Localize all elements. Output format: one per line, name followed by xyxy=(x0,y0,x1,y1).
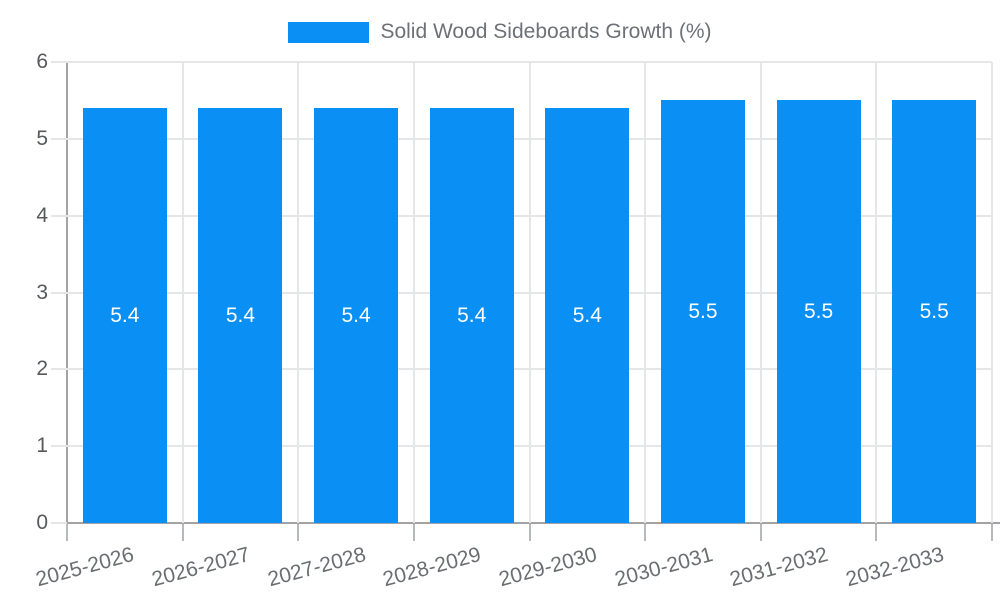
x-axis-tick xyxy=(875,524,878,541)
bar[interactable]: 5.4 xyxy=(545,108,630,523)
x-axis-tick xyxy=(528,524,531,541)
v-gridline xyxy=(644,62,647,523)
plot-area: 5.4 5.4 5.4 5.4 5.4 5.5 5.5 5.5 xyxy=(67,61,993,523)
bar-value-label: 5.4 xyxy=(341,303,371,327)
legend-label: Solid Wood Sideboards Growth (%) xyxy=(380,20,712,43)
v-gridline xyxy=(297,62,300,523)
x-axis-tick xyxy=(412,524,415,541)
y-axis-tick xyxy=(51,522,67,524)
x-axis-line xyxy=(66,522,1000,524)
x-axis-label: 2026-2027 xyxy=(149,543,253,592)
bar[interactable]: 5.4 xyxy=(429,108,514,523)
x-axis-tick xyxy=(759,524,762,541)
y-axis-tick xyxy=(51,137,67,140)
y-axis-label: 5 xyxy=(36,126,48,150)
y-axis-tick xyxy=(51,445,67,448)
x-axis-tick xyxy=(644,524,647,541)
x-axis-label: 2030-2031 xyxy=(611,543,715,592)
y-axis-label: 2 xyxy=(36,357,48,381)
y-axis-label: 3 xyxy=(36,280,48,304)
x-axis-tick xyxy=(991,524,993,541)
legend-item[interactable]: Solid Wood Sideboards Growth (%) xyxy=(288,20,712,44)
x-axis-label: 2028-2029 xyxy=(380,543,484,592)
v-gridline xyxy=(528,62,531,523)
y-axis-label: 1 xyxy=(36,434,48,458)
x-axis-label: 2031-2032 xyxy=(727,543,831,592)
bar-value-label: 5.5 xyxy=(688,299,718,323)
y-axis-tick xyxy=(51,368,67,371)
bar-value-label: 5.4 xyxy=(225,303,256,327)
y-axis-tick xyxy=(51,214,67,217)
y-axis-tick xyxy=(51,291,67,294)
bar[interactable]: 5.4 xyxy=(314,108,399,523)
bar[interactable]: 5.5 xyxy=(776,100,861,523)
bar[interactable]: 5.5 xyxy=(660,100,745,523)
y-axis-line xyxy=(66,62,68,541)
bar-value-label: 5.5 xyxy=(803,299,834,323)
v-gridline xyxy=(875,62,878,523)
y-axis-tick xyxy=(51,61,67,63)
bar-value-label: 5.4 xyxy=(110,303,140,327)
bar[interactable]: 5.4 xyxy=(82,108,167,523)
v-gridline xyxy=(181,62,184,523)
v-gridline xyxy=(759,62,762,523)
bar[interactable]: 5.5 xyxy=(892,100,977,523)
x-axis-label: 2027-2028 xyxy=(265,543,369,592)
x-axis-label: 2025-2026 xyxy=(33,543,137,592)
x-axis-label: 2029-2030 xyxy=(496,543,600,592)
x-axis-tick xyxy=(181,524,184,541)
y-axis-label: 6 xyxy=(36,50,48,73)
legend-swatch xyxy=(288,21,370,43)
bar-value-label: 5.4 xyxy=(457,303,487,327)
x-axis-label: 2032-2033 xyxy=(843,543,947,592)
y-axis-label: 4 xyxy=(36,203,48,227)
v-gridline xyxy=(991,62,993,523)
bar-value-label: 5.4 xyxy=(572,303,602,327)
y-axis-label: 0 xyxy=(36,511,48,534)
legend: Solid Wood Sideboards Growth (%) xyxy=(0,20,1000,44)
v-gridline xyxy=(412,62,415,523)
x-axis-tick xyxy=(297,524,300,541)
x-axis-tick xyxy=(66,524,68,541)
bar-value-label: 5.5 xyxy=(919,299,949,323)
bar[interactable]: 5.4 xyxy=(198,108,283,523)
